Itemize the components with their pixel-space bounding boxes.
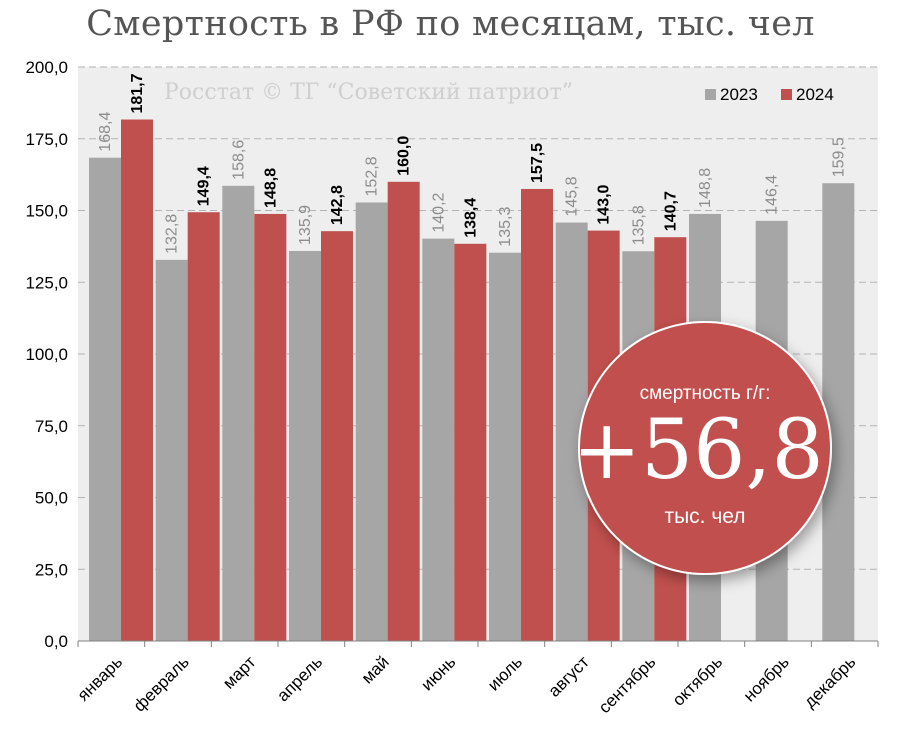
x-category-label: апрель (273, 652, 326, 705)
legend-swatch-2023 (705, 89, 716, 100)
legend-label-2023: 2023 (720, 85, 758, 104)
data-label-2023: 152,8 (364, 156, 381, 196)
data-label-2023: 168,4 (97, 112, 114, 152)
bar-2024 (121, 119, 153, 641)
legend-label-2024: 2024 (796, 85, 834, 104)
x-category-label: октябрь (669, 652, 726, 709)
data-label-2023: 145,8 (564, 176, 581, 216)
bar-2023 (355, 202, 388, 642)
data-label-2024: 160,0 (396, 136, 413, 176)
callout-circle (578, 321, 832, 575)
data-label-2023: 132,8 (164, 214, 181, 254)
callout-caption: смертность г/г: (640, 383, 771, 404)
data-label-2024: 148,8 (262, 168, 279, 208)
x-category-label: август (545, 652, 593, 700)
data-label-2024: 138,4 (462, 198, 479, 238)
x-category-label: июль (484, 652, 526, 694)
bar-2024 (254, 213, 287, 641)
y-axis-ticks: 0,0 25,0 50,0 75,0 100,0 125,0 150,0 175,0 200,0 (25, 58, 68, 651)
y-tick-label: 150,0 (25, 202, 68, 221)
data-label-2023: 146,4 (764, 175, 781, 215)
chart-subtitle: Росстат © ТГ “Советский патриот” (164, 80, 573, 105)
y-tick-label: 25,0 (35, 560, 68, 579)
data-label-2023: 158,6 (230, 140, 247, 180)
y-tick-label: 0,0 (44, 632, 68, 651)
bar-2024 (387, 181, 420, 642)
x-category-label: ноябрь (740, 652, 793, 705)
y-tick-label: 75,0 (35, 417, 68, 436)
bar-2024 (454, 243, 487, 642)
chart-title: Смертность в РФ по месяцам, тыс. чел (86, 4, 815, 44)
bar-labels: 168,4 181,7 132,8 149,4 158,6 148,8 135,9 142,8… (97, 73, 847, 253)
callout-value: +56,8 (572, 403, 823, 498)
x-category-label: декабрь (800, 652, 859, 711)
data-label-2023: 140,2 (430, 192, 447, 232)
data-label-2023: 159,5 (830, 137, 847, 177)
x-category-label: май (358, 652, 393, 687)
bars (89, 119, 855, 642)
data-label-2023: 135,9 (297, 205, 314, 245)
callout-unit: тыс. чел (664, 505, 745, 528)
bar-2023 (422, 238, 455, 641)
legend-swatch-2024 (781, 89, 792, 100)
bar-2024 (187, 212, 220, 642)
bar-2024 (321, 231, 353, 641)
y-tick-label: 125,0 (25, 273, 68, 292)
y-tick-label: 200,0 (25, 58, 68, 77)
data-label-2023: 135,3 (497, 207, 514, 247)
data-label-2024: 157,5 (529, 143, 546, 183)
data-label-2024: 143,0 (596, 184, 613, 224)
data-label-2024: 149,4 (196, 166, 213, 206)
bar-2024 (521, 188, 553, 641)
x-category-label: январь (74, 652, 127, 705)
y-tick-label: 175,0 (25, 130, 68, 149)
x-category-label: сентябрь (595, 652, 660, 717)
y-tick-label: 100,0 (25, 345, 68, 364)
data-label-2023: 135,8 (630, 205, 647, 245)
bar-2023 (289, 250, 321, 642)
bar-2023 (822, 183, 855, 642)
bar-2023 (89, 157, 121, 641)
data-label-2023: 148,8 (697, 168, 714, 208)
data-label-2024: 140,7 (662, 191, 679, 231)
y-tick-label: 50,0 (35, 489, 68, 508)
x-axis: январь февраль март апрель май июнь июль август… (74, 640, 879, 717)
bar-2023 (222, 185, 255, 641)
x-category-label: июнь (417, 652, 459, 694)
bar-2023 (155, 259, 188, 641)
data-label-2024: 142,8 (329, 185, 346, 225)
bar-2023 (489, 252, 521, 641)
legend: 2023 2024 (705, 85, 834, 104)
x-category-label: март (219, 652, 259, 692)
callout-badge (578, 321, 832, 575)
data-label-2024: 181,7 (129, 73, 146, 113)
x-category-label: февраль (130, 652, 193, 715)
